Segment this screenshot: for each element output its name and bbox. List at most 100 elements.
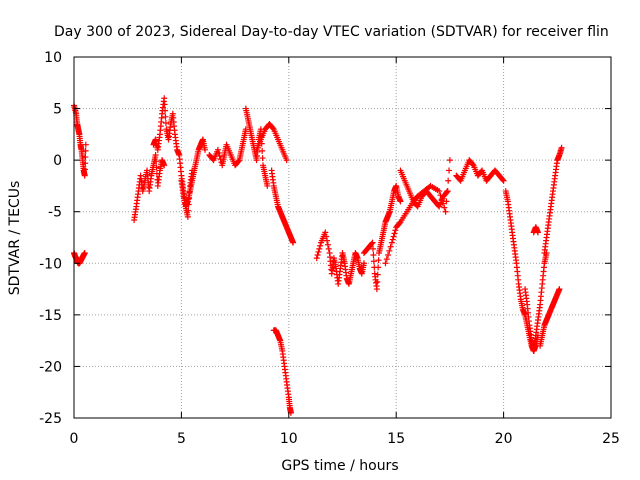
data-point [82,154,89,161]
data-point [438,196,445,203]
data-point [283,157,290,164]
data-point [215,149,222,156]
data-point [317,242,324,249]
data-point [325,245,332,252]
data-point [373,286,380,293]
x-tick-label: 0 [70,431,79,447]
data-point [313,255,320,262]
data-point [264,182,271,189]
data-point [441,204,448,211]
data-point [314,252,321,259]
data-point [324,237,331,244]
data-point [556,286,563,293]
data-point [153,158,160,165]
data-point [322,229,329,236]
data-point [161,101,168,108]
data-point [369,239,376,246]
y-tick-label: 10 [44,50,62,66]
data-point [202,146,209,153]
axis-ticks [73,56,612,419]
data-point [161,95,168,102]
data-point [316,245,323,252]
data-point [389,236,396,243]
data-point [81,172,88,179]
data-point [82,141,89,148]
x-tick-label: 5 [177,431,186,447]
data-point [259,147,266,154]
y-tick-label: -15 [39,308,62,324]
plot-frame [73,56,612,419]
y-tick-label: 5 [53,102,62,118]
x-tick-label: 20 [495,431,513,447]
data-point [216,153,223,160]
y-tick-label: -10 [39,256,62,272]
data-point [382,260,389,267]
data-point [370,252,377,259]
data-point [290,239,297,246]
y-tick-label: -20 [39,359,62,375]
data-point [374,271,381,278]
x-axis-label: GPS time / hours [281,458,398,474]
data-point [315,248,322,255]
data-point [368,240,375,247]
data-point [324,241,331,248]
data-point [396,220,403,227]
data-point [391,230,398,237]
data-point [82,147,89,154]
data-point [375,264,382,271]
data-point [360,260,367,267]
data-point [500,177,507,184]
data-point [444,188,451,195]
data-point [375,257,382,264]
y-axis-label: SDTVAR / TECUs [7,181,23,296]
data-point [383,256,390,263]
data-point [534,229,541,236]
data-point [469,161,476,168]
data-point [446,167,453,174]
data-point [392,227,399,234]
data-point [214,146,221,153]
data-point [162,120,169,127]
data-point [446,157,453,164]
data-point [259,155,266,162]
data-point [445,177,452,184]
tick-labels: 0 5 10 15 20 25 -25 -20 -15 -10 -5 0 5 10 [39,50,620,447]
data-point [388,239,395,246]
y-tick-label: 0 [53,153,62,169]
data-point [185,207,192,214]
data-point [437,192,444,199]
data-point [387,243,394,250]
data-point [161,162,168,169]
data-point [235,158,242,165]
data-point [81,249,88,256]
data-point [443,198,450,205]
data-point [397,198,404,205]
chart-title: Day 300 of 2023, Sidereal Day-to-day VTE… [54,24,609,40]
data-point [269,125,276,132]
data-point [436,188,443,195]
data-point [184,213,191,220]
data-point [386,247,393,254]
x-tick-label: 10 [280,431,298,447]
data-point [385,252,392,259]
data-point [152,151,159,158]
data-point [162,107,169,114]
data-point [499,176,506,183]
data-point [442,208,449,215]
data-point [153,164,160,171]
x-tick-label: 15 [387,431,405,447]
data-point [370,245,377,252]
data-series-sdtvar [71,95,565,416]
data-point [558,144,565,151]
grid [74,57,611,418]
data-point [323,233,330,240]
y-tick-label: -25 [39,411,62,427]
x-tick-label: 25 [602,431,620,447]
data-point [440,200,447,207]
data-point [374,278,381,285]
data-point [162,113,169,120]
data-point [81,166,88,173]
data-point [370,258,377,265]
data-point [390,233,397,240]
